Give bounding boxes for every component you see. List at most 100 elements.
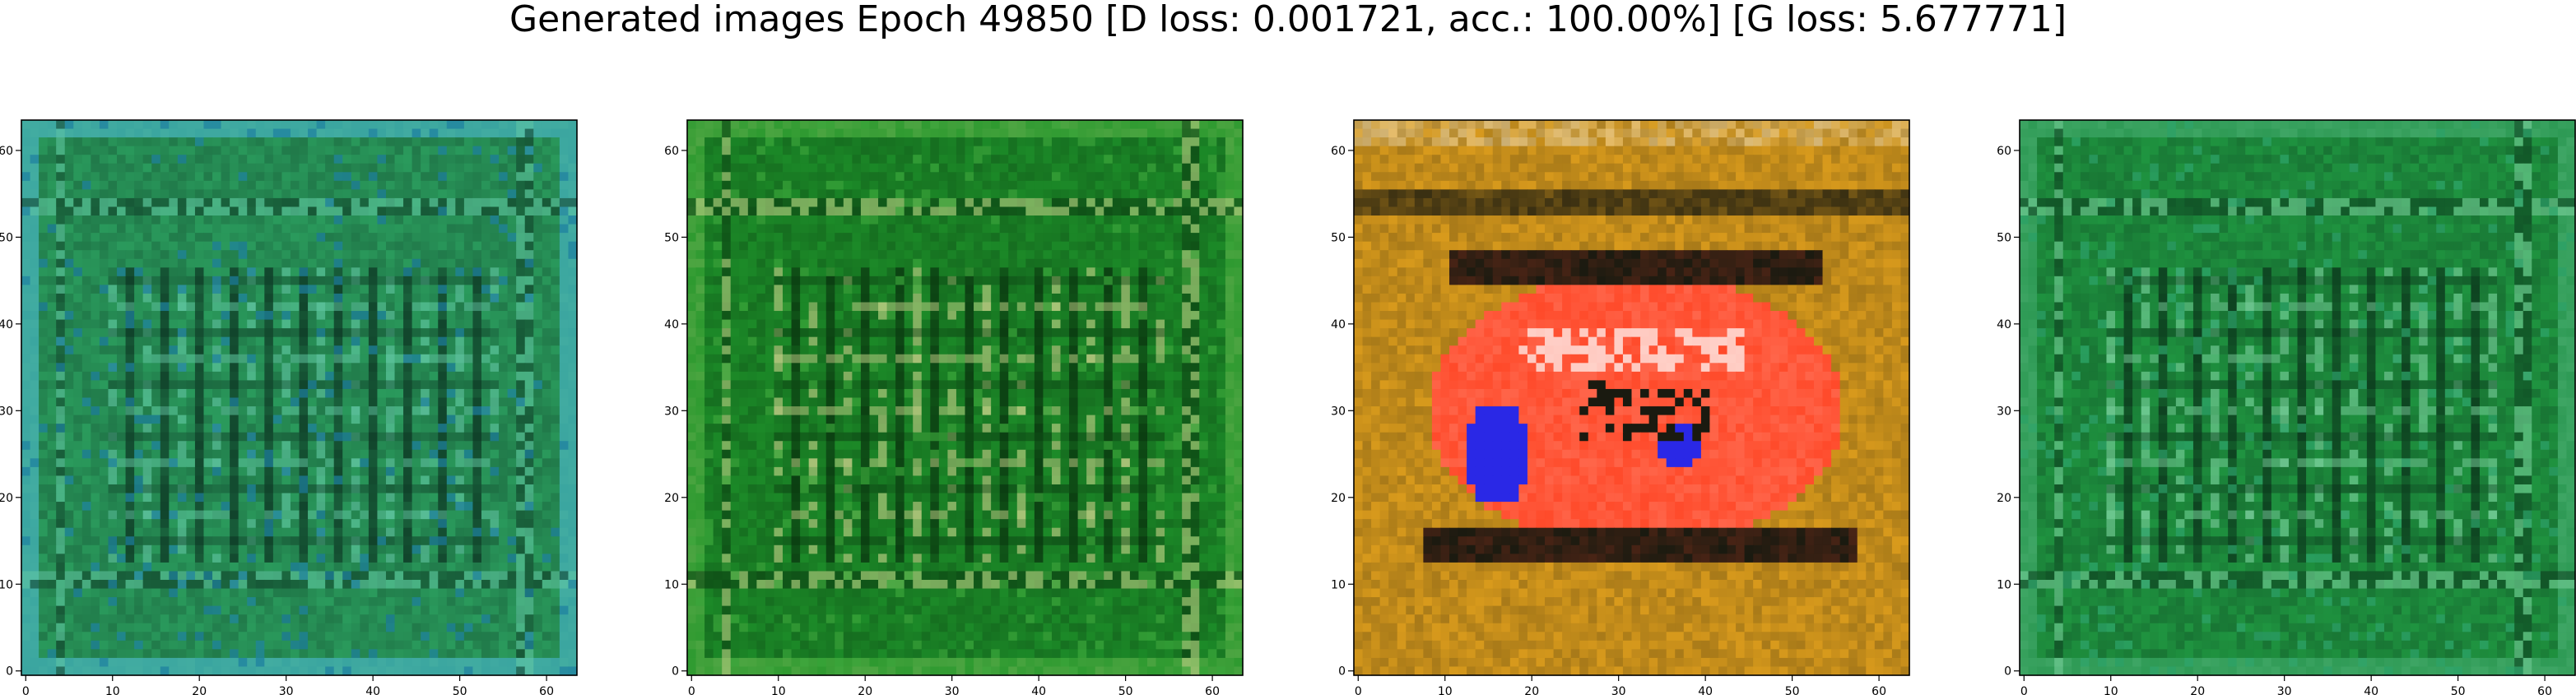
pixel-cell	[360, 172, 369, 181]
pixel-cell	[551, 285, 560, 294]
pixel-cell	[308, 294, 317, 303]
pixel-cell	[134, 198, 143, 207]
pixel-cell	[56, 242, 65, 251]
pixel-cell	[108, 215, 117, 225]
pixel-cell	[21, 345, 30, 354]
pixel-cell	[421, 146, 430, 155]
pixel-cell	[273, 259, 282, 268]
pixel-cell	[256, 146, 265, 155]
pixel-cell	[525, 267, 534, 276]
pixel-cell	[239, 164, 248, 173]
pixel-cell	[516, 181, 525, 190]
pixel-cell	[39, 276, 48, 285]
pixel-cell	[30, 276, 40, 285]
pixel-cell	[455, 250, 464, 259]
pixel-cell	[212, 259, 221, 268]
pixel-cell	[21, 242, 30, 251]
pixel-cell	[395, 294, 404, 303]
pixel-cell	[39, 250, 48, 259]
pixel-cell	[91, 337, 100, 346]
pixel-cell	[39, 380, 48, 389]
pixel-cell	[325, 242, 334, 251]
pixel-cell	[30, 189, 40, 198]
pixel-cell	[516, 172, 525, 181]
pixel-cell	[230, 285, 239, 294]
pixel-cell	[73, 155, 82, 164]
pixel-cell	[56, 372, 65, 381]
pixel-cell	[221, 206, 230, 215]
pixel-cell	[143, 302, 152, 311]
pixel-cell	[178, 302, 187, 311]
pixel-cell	[300, 337, 309, 346]
pixel-cell	[464, 337, 473, 346]
pixel-cell	[334, 172, 343, 181]
pixel-cell	[143, 311, 152, 320]
pixel-cell	[351, 146, 360, 155]
pixel-cell	[455, 267, 464, 276]
pixel-cell	[421, 215, 430, 225]
pixel-cell	[195, 206, 204, 215]
pixel-cell	[30, 311, 40, 320]
pixel-cell	[48, 233, 57, 242]
pixel-cell	[212, 120, 221, 129]
pixel-cell	[308, 328, 317, 337]
pixel-cell	[143, 276, 152, 285]
pixel-cell	[117, 225, 126, 234]
pixel-cell	[178, 172, 187, 181]
pixel-cell	[160, 206, 170, 215]
pixel-cell	[65, 328, 74, 337]
pixel-cell	[212, 337, 221, 346]
pixel-cell	[360, 354, 369, 364]
pixel-cell	[455, 198, 464, 207]
pixel-cell	[21, 285, 30, 294]
pixel-cell	[317, 345, 326, 354]
pixel-cell	[360, 337, 369, 346]
pixel-cell	[377, 259, 386, 268]
pixel-cell	[568, 181, 577, 190]
pixel-cell	[300, 380, 309, 389]
pixel-cell	[386, 164, 395, 173]
pixel-cell	[247, 250, 256, 259]
pixel-cell	[39, 137, 48, 146]
pixel-cell	[377, 345, 386, 354]
pixel-cell	[264, 337, 273, 346]
pixel-cell	[56, 181, 65, 190]
pixel-cell	[291, 129, 300, 138]
pixel-cell	[542, 225, 551, 234]
pixel-cell	[39, 129, 48, 138]
pixel-cell	[195, 146, 204, 155]
pixel-cell	[39, 363, 48, 372]
pixel-cell	[334, 242, 343, 251]
pixel-cell	[247, 233, 256, 242]
pixel-cell	[533, 302, 542, 311]
pixel-cell	[395, 276, 404, 285]
pixel-cell	[516, 328, 525, 337]
pixel-cell	[491, 215, 500, 225]
pixel-cell	[551, 259, 560, 268]
pixel-cell	[186, 337, 195, 346]
pixel-cell	[325, 120, 334, 129]
pixel-cell	[455, 259, 464, 268]
pixel-cell	[551, 225, 560, 234]
pixel-cell	[160, 267, 170, 276]
pixel-cell	[126, 259, 135, 268]
pixel-cell	[212, 242, 221, 251]
pixel-cell	[447, 285, 456, 294]
pixel-cell	[525, 172, 534, 181]
pixel-cell	[100, 250, 109, 259]
pixel-cell	[412, 233, 421, 242]
pixel-cell	[203, 276, 212, 285]
pixel-cell	[169, 206, 178, 215]
pixel-cell	[195, 302, 204, 311]
pixel-cell	[143, 172, 152, 181]
pixel-cell	[30, 155, 40, 164]
pixel-cell	[203, 164, 212, 173]
pixel-cell	[21, 120, 30, 129]
pixel-cell	[21, 172, 30, 181]
pixel-cell	[39, 215, 48, 225]
pixel-cell	[169, 215, 178, 225]
pixel-cell	[65, 311, 74, 320]
pixel-cell	[281, 137, 291, 146]
pixel-cell	[412, 363, 421, 372]
pixel-cell	[516, 120, 525, 129]
